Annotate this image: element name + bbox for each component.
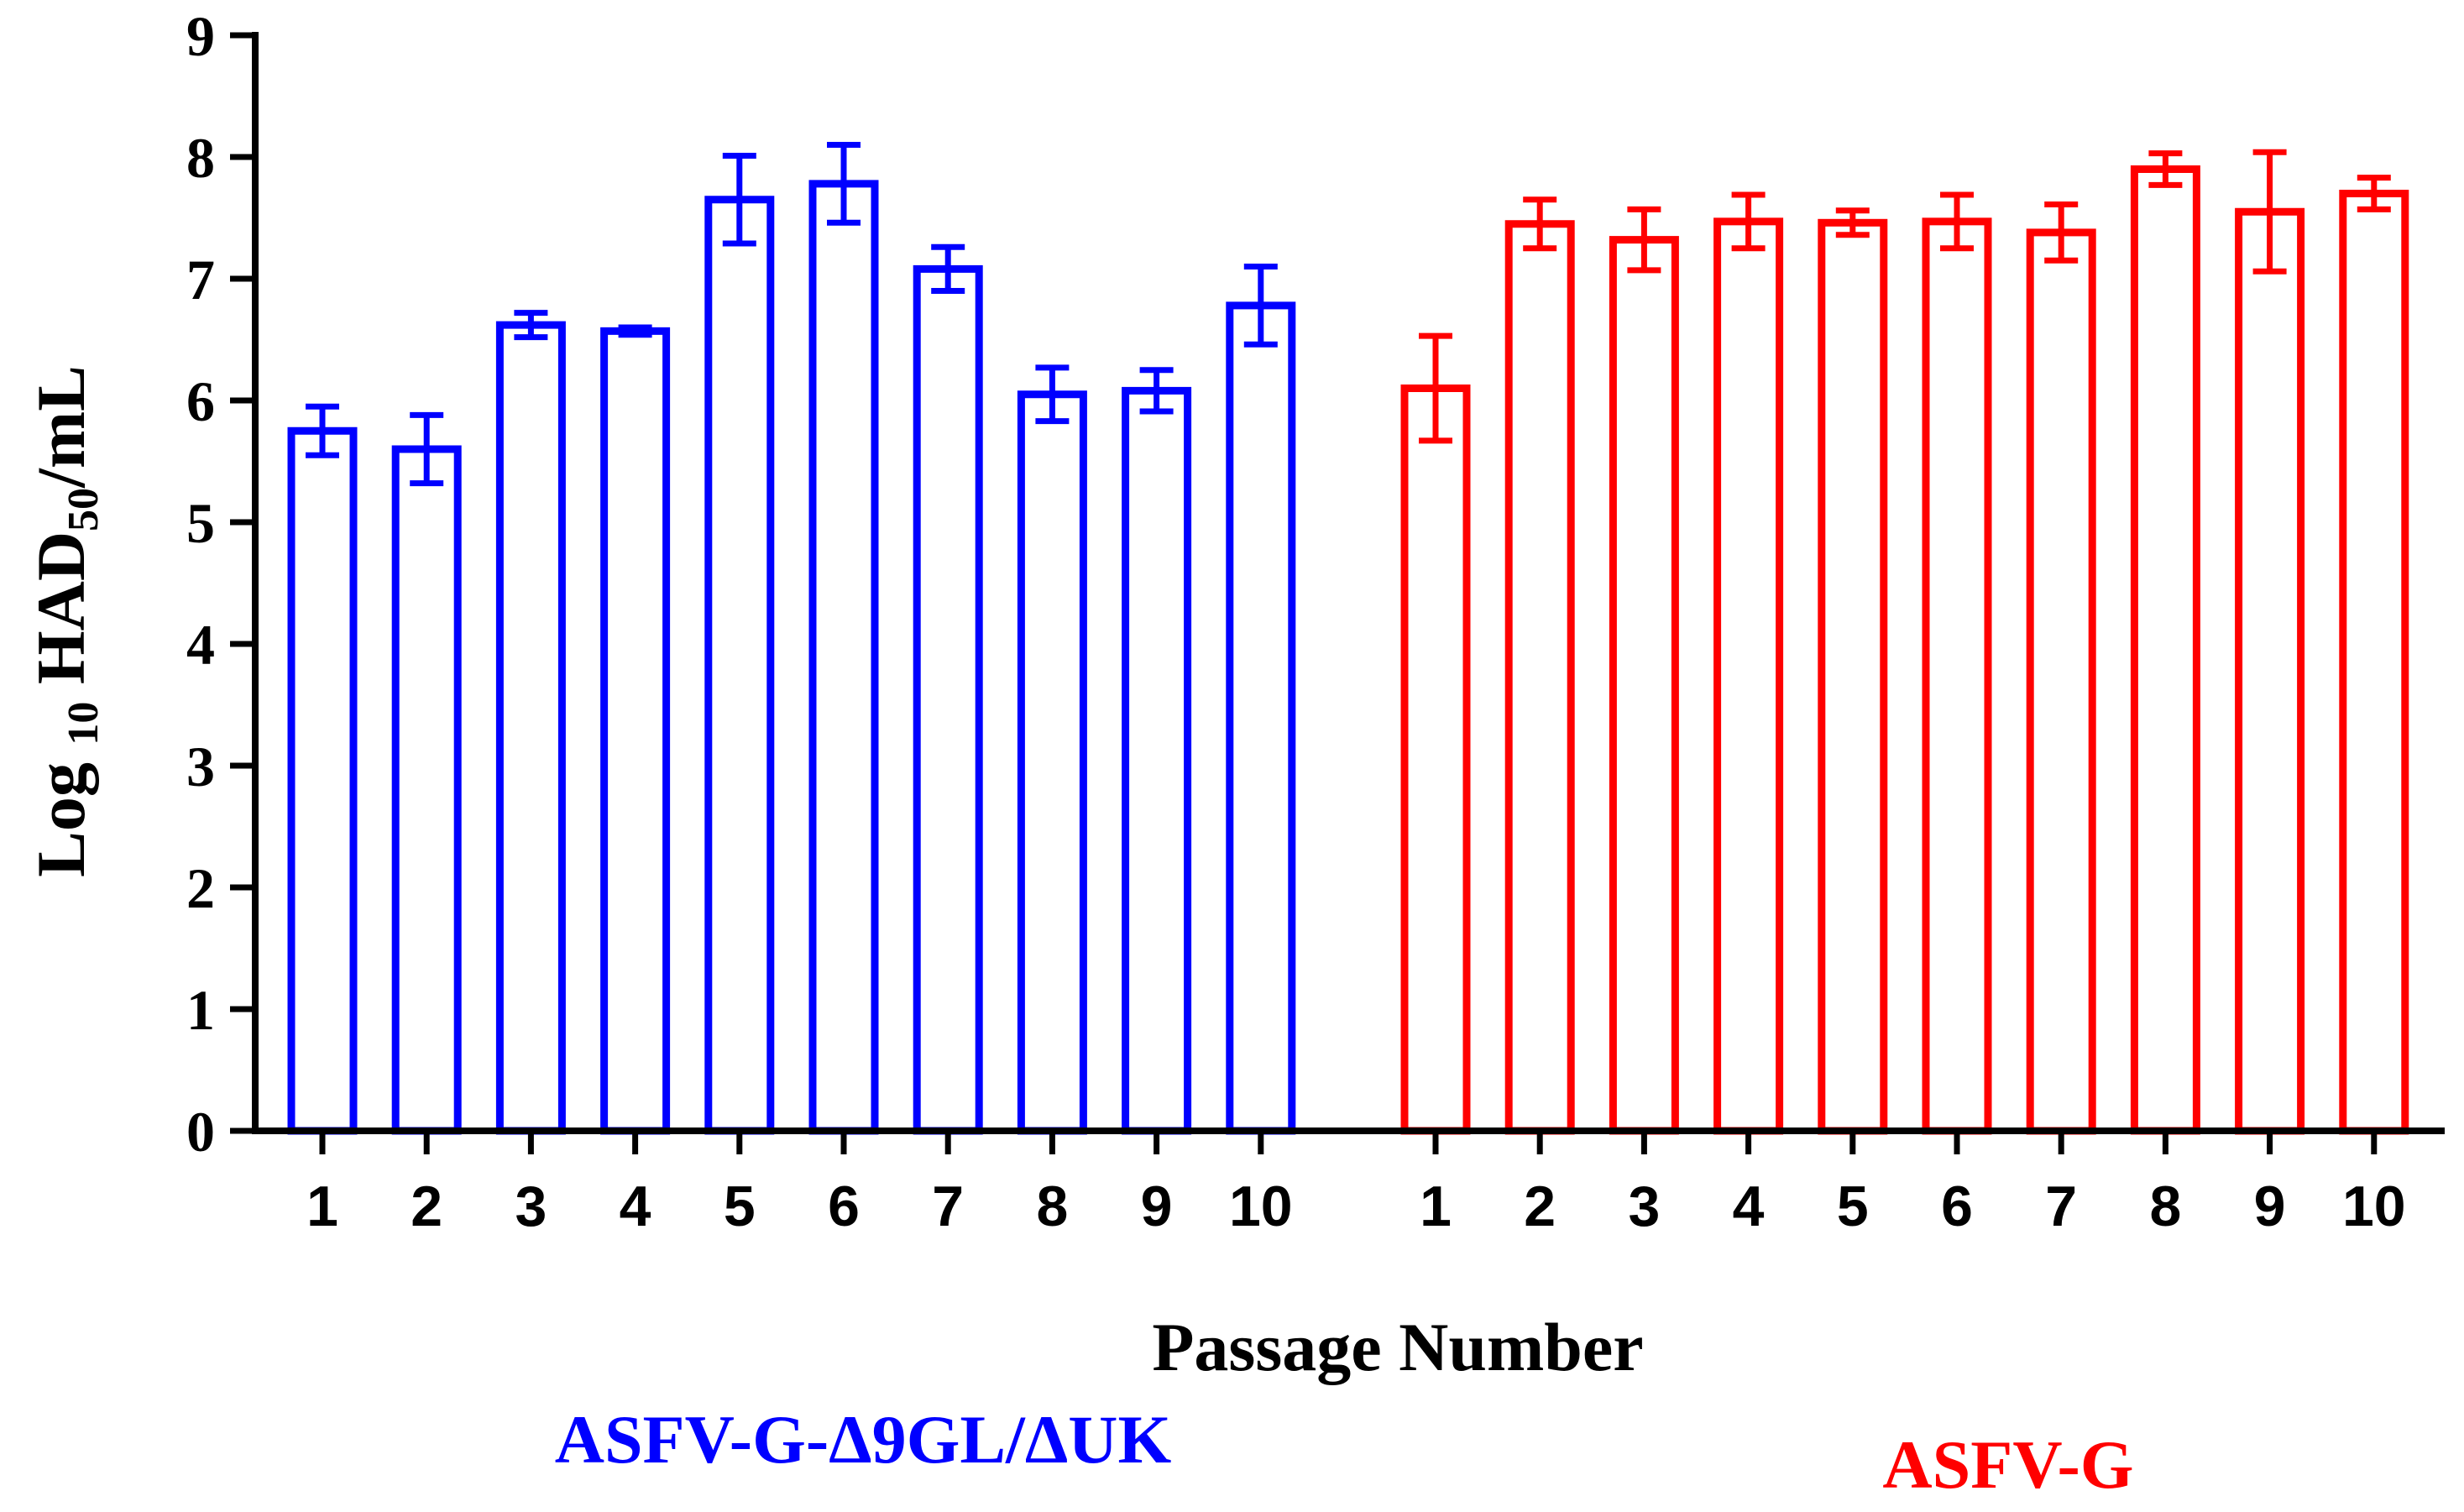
- y-tick-label: 5: [186, 491, 215, 555]
- y-tick-label: 3: [186, 735, 215, 798]
- x-axis-title: Passage Number: [1152, 1309, 1643, 1385]
- x-tick-label: 10: [2342, 1175, 2406, 1238]
- x-tick-label: 6: [1941, 1175, 1973, 1238]
- labels-layer: 1 2 3 4 5 6 7 8 9 10 1 2 3 4 5 6 7 8 9 10 0 1 2 3 4 5 6 7 8 9: [186, 4, 2406, 1238]
- x-tick-label: 8: [1036, 1175, 1068, 1238]
- bars-layer: [287, 142, 2409, 1135]
- bar-mutant-8: [1017, 390, 1087, 1135]
- x-tick-label: 7: [2045, 1175, 2077, 1238]
- bar-mutant-6: [808, 180, 879, 1135]
- y-axis-title-part: HAD: [23, 531, 99, 702]
- x-tick-label: 3: [1628, 1175, 1660, 1238]
- x-tick-label: 4: [620, 1175, 651, 1238]
- x-tick-label: 9: [1141, 1175, 1173, 1238]
- x-tick-label: 7: [932, 1175, 964, 1238]
- axes-layer: [230, 32, 2445, 1154]
- y-tick-label: 1: [186, 978, 215, 1042]
- y-axis-title-subscript: 10: [60, 702, 107, 746]
- bar-mutant-5: [704, 196, 775, 1135]
- bar-mutant-10: [1226, 301, 1296, 1135]
- bar-mutant-9: [1122, 386, 1192, 1135]
- series-label-parental: ASFV-G: [1882, 1426, 2133, 1503]
- x-tick-label: 1: [1420, 1175, 1452, 1238]
- bar-mutant-3: [495, 321, 566, 1135]
- bar-parental-1: [1400, 385, 1471, 1135]
- bar-parental-9: [2235, 207, 2305, 1135]
- bar-mutant-4: [600, 327, 671, 1135]
- y-axis-title-subscript: 50: [60, 488, 107, 531]
- x-tick-label: 1: [306, 1175, 338, 1238]
- x-tick-label: 10: [1229, 1175, 1293, 1238]
- bar-parental-8: [2130, 165, 2200, 1135]
- x-tick-label: 5: [1837, 1175, 1869, 1238]
- y-tick-label: 2: [186, 856, 215, 920]
- x-tick-label: 3: [515, 1175, 547, 1238]
- x-tick-label: 5: [724, 1175, 756, 1238]
- bar-mutant-7: [913, 264, 983, 1135]
- bar-parental-5: [1818, 218, 1888, 1135]
- y-tick-label: 6: [186, 369, 215, 433]
- y-axis-title: Log 10 HAD50/mL: [23, 365, 107, 877]
- x-tick-label: 2: [1524, 1175, 1556, 1238]
- x-tick-label: 9: [2254, 1175, 2286, 1238]
- bar-parental-4: [1713, 217, 1784, 1135]
- x-tick-label: 6: [828, 1175, 860, 1238]
- y-tick-label: 8: [186, 126, 215, 190]
- y-axis-title-part: Log: [23, 746, 99, 877]
- x-tick-label: 4: [1733, 1175, 1765, 1238]
- x-tick-label: 8: [2149, 1175, 2181, 1238]
- y-tick-label: 7: [186, 248, 215, 311]
- bar-parental-6: [1922, 217, 1992, 1135]
- y-tick-label: 4: [186, 613, 215, 677]
- x-tick-label: 2: [411, 1175, 442, 1238]
- bar-parental-2: [1504, 220, 1575, 1135]
- y-tick-label: 0: [186, 1100, 215, 1164]
- bar-parental-7: [2026, 228, 2096, 1135]
- bar-mutant-2: [391, 445, 462, 1135]
- y-tick-label: 9: [186, 4, 215, 68]
- bar-mutant-1: [287, 426, 358, 1135]
- bar-parental-3: [1609, 236, 1679, 1135]
- bar-parental-10: [2339, 190, 2409, 1135]
- series-label-mutant: ASFV-G-Δ9GL/ΔUK: [555, 1401, 1172, 1478]
- y-axis-title-part: /mL: [23, 365, 99, 489]
